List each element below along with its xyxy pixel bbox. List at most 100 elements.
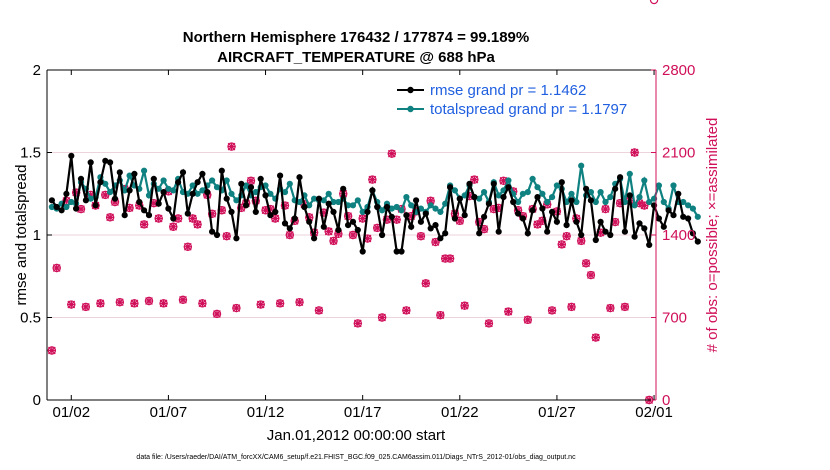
rmse-point <box>442 230 449 237</box>
obs-assimilated-point <box>217 206 226 215</box>
y-tick-label-right: 0 <box>662 392 670 409</box>
rmse-point <box>121 212 128 219</box>
obs-assimilated-point <box>188 214 197 223</box>
rmse-point <box>456 195 463 202</box>
obs-assimilated-point <box>178 295 188 304</box>
obs-assimilated-point <box>640 201 649 210</box>
rmse-point <box>189 190 196 197</box>
rmse-point <box>660 223 667 230</box>
totalspread-point <box>534 184 541 191</box>
totalspread-point <box>233 197 240 204</box>
rmse-point <box>175 179 182 186</box>
rmse-point <box>383 203 391 211</box>
obs-assimilated-point <box>392 215 401 224</box>
rmse-point <box>77 175 85 182</box>
rmse-point <box>451 215 459 222</box>
totalspread-point <box>539 190 546 197</box>
totalspread-point <box>228 190 235 197</box>
rmse-point <box>514 210 522 217</box>
obs-assimilated-point <box>76 204 86 214</box>
rmse-point <box>136 198 143 206</box>
rmse-point <box>325 200 332 207</box>
totalspread-point <box>646 198 653 206</box>
obs-assimilated-point <box>368 175 377 184</box>
rmse-point <box>58 207 65 214</box>
rmse-point <box>204 189 211 196</box>
obs-assimilated-point <box>581 259 591 268</box>
obs-assimilated-point <box>261 206 270 215</box>
totalspread-point <box>553 182 561 189</box>
rmse-point <box>87 159 94 166</box>
obs-assimilated-point <box>285 230 294 240</box>
obs-assimilated-point <box>280 201 290 210</box>
obs-assimilated-point <box>562 232 571 241</box>
obs-assimilated-point <box>446 254 455 263</box>
totalspread-point <box>641 177 648 184</box>
rmse-point <box>510 198 517 206</box>
x-tick-label: 01/17 <box>344 404 382 421</box>
rmse-point <box>301 203 308 211</box>
rmse-point <box>116 169 123 176</box>
rmse-point <box>82 197 89 204</box>
obs-assimilated-point <box>271 214 280 223</box>
obs-assimilated-point <box>246 176 256 185</box>
totalspread-point <box>451 187 459 194</box>
obs-assimilated-point <box>441 254 450 263</box>
obs-assimilated-point <box>513 206 523 215</box>
rmse-point <box>675 190 682 197</box>
rmse-point <box>374 203 381 211</box>
obs-assimilated-point <box>251 196 260 205</box>
legend: rmse grand pr = 1.1462 totalspread grand… <box>392 76 652 120</box>
rmse-point <box>364 208 371 215</box>
rmse-point <box>228 208 235 215</box>
obs-assimilated-point <box>455 216 464 225</box>
y-tick-label-right: 2100 <box>662 145 695 162</box>
obs-assimilated-point <box>635 199 644 208</box>
obs-assimilated-point <box>344 212 353 221</box>
obs-assimilated-point <box>373 223 382 233</box>
obs-assimilated-point <box>174 214 183 223</box>
rmse-point <box>145 212 153 219</box>
rmse-point <box>553 218 561 225</box>
totalspread-point <box>325 190 332 197</box>
rmse-point <box>694 238 701 245</box>
obs-assimilated-point <box>586 270 596 280</box>
obs-assimilated-point <box>358 214 367 223</box>
obs-assimilated-point <box>96 299 105 308</box>
obs-assimilated-point <box>183 242 192 251</box>
obs-assimilated-point <box>208 209 217 218</box>
x-tick-label: 01/02 <box>53 404 91 421</box>
rmse-point <box>315 195 323 202</box>
totalspread-point <box>578 162 585 169</box>
rmse-point <box>471 194 478 201</box>
chart-title: Northern Hemisphere 176432 / 177874 = 99… <box>183 29 529 46</box>
obs-assimilated-point <box>402 306 411 315</box>
totalspread-point <box>694 213 701 220</box>
rmse-point <box>544 228 551 235</box>
obs-assimilated-point <box>314 306 324 315</box>
rmse-point <box>684 215 692 222</box>
obs-assimilated-point <box>159 299 168 308</box>
rmse-point <box>272 208 279 215</box>
obs-assimilated-point <box>601 204 610 214</box>
obs-assimilated-point <box>363 234 372 243</box>
y-axis-label-right: # of obs: o=possible; ×=assimilated <box>704 118 721 353</box>
rmse-point <box>403 212 410 219</box>
obs-assimilated-point <box>591 333 600 342</box>
rmse-point <box>670 212 677 219</box>
rmse-point <box>500 194 507 201</box>
rmse-point <box>155 200 162 207</box>
totalspread-point <box>568 190 575 197</box>
rmse-point <box>349 218 357 225</box>
y-tick-label-left: 1 <box>33 227 41 244</box>
obs-assimilated-point <box>140 220 149 229</box>
obs-assimilated-point <box>295 298 304 307</box>
obs-assimilated-point <box>378 313 387 322</box>
totalspread-point <box>408 202 415 209</box>
rmse-point <box>655 215 663 222</box>
obs-assimilated-point <box>431 237 440 247</box>
obs-assimilated-point <box>329 236 338 245</box>
x-axis-label: Jan.01,2012 00:00:00 start <box>267 427 446 444</box>
totalspread-point <box>393 203 400 211</box>
